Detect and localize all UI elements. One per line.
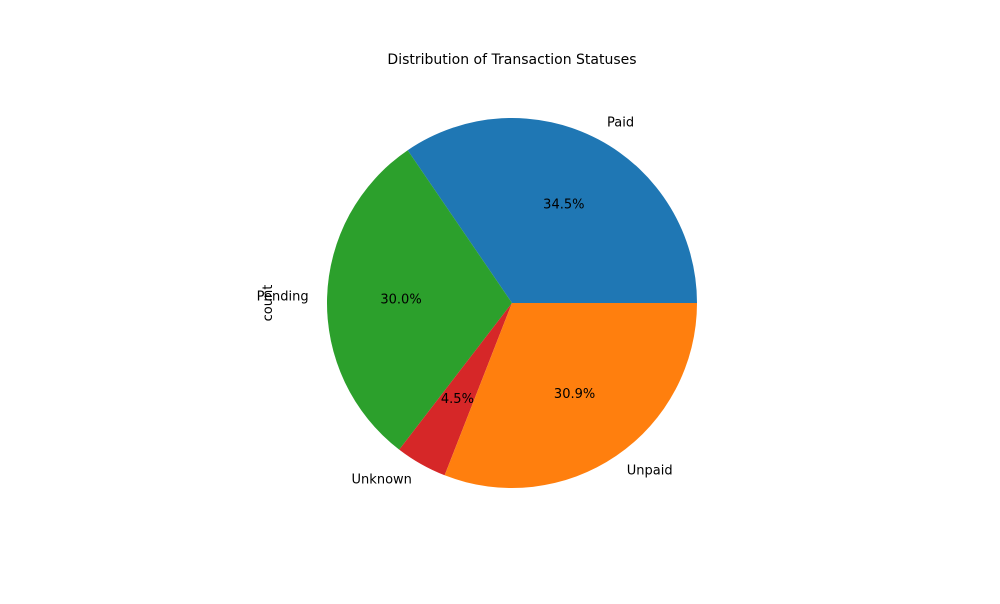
pie-slices [326,117,697,488]
pie-percent-label-unknown: 4.5% [441,392,474,407]
pie-slice-pending [326,150,512,450]
pie-percent-label-paid: 34.5% [543,197,584,212]
pie-percent-label-pending: 30.0% [380,292,421,307]
y-axis-label: count [261,285,276,322]
pie-labels: 34.5% Paid 30.0% Pending 4.5% Unknown 30.9% Unp… [257,116,673,488]
pie-slice-paid [407,117,697,303]
pie-slice-unknown [399,303,512,476]
pie-category-label-unpaid: Unpaid [627,464,673,479]
pie-percent-label-unpaid: 30.9% [554,387,595,402]
pie-category-label-unknown: Unknown [352,473,412,488]
pie-slice-unpaid [444,303,697,488]
chart-title: Distribution of Transaction Statuses [387,52,636,68]
pie-category-label-paid: Paid [607,116,634,131]
pie-category-label-pending: Pending [257,290,309,305]
